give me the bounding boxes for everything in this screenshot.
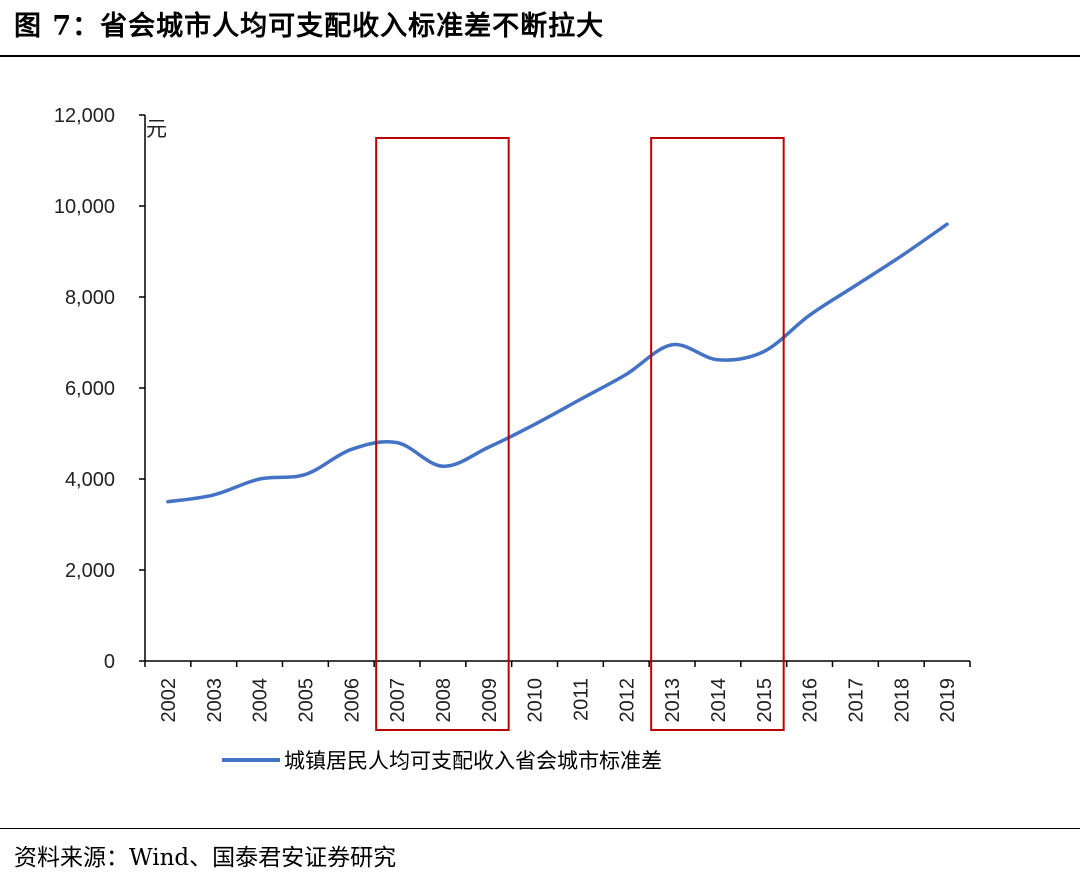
x-tick-label: 2013	[662, 678, 684, 723]
source-note: 资料来源：Wind、国泰君安证券研究	[14, 845, 397, 871]
x-tick-label: 2008	[433, 678, 455, 723]
y-tick-label: 8,000	[65, 287, 115, 309]
x-tick-label: 2004	[250, 678, 272, 723]
x-tick-label: 2007	[387, 678, 409, 723]
highlight-box	[650, 137, 785, 731]
x-tick-label: 2002	[158, 678, 180, 723]
title-rule	[0, 55, 1080, 57]
series-line	[166, 222, 949, 504]
x-tick-label: 2009	[479, 678, 501, 723]
y-tick-label: 0	[104, 651, 115, 673]
line-chart: 0 2,000 4,000 6,000 8,000 10,000 12,000 元 2002 20…	[54, 105, 971, 731]
source-rule	[0, 828, 1080, 829]
y-tick-label: 12,000	[54, 105, 115, 127]
x-tick-label: 2003	[204, 678, 226, 723]
x-tick-label: 2010	[525, 678, 547, 723]
x-tick-label: 2016	[800, 678, 822, 723]
x-tick-label: 2014	[708, 678, 730, 723]
x-tick-label: 2017	[845, 678, 867, 723]
highlight-box	[375, 137, 510, 731]
x-tick-label: 2012	[616, 678, 638, 723]
x-tick-label: 2006	[341, 678, 363, 723]
x-tick-label: 2005	[295, 678, 317, 723]
y-tick-label: 6,000	[65, 378, 115, 400]
x-tick-label: 2015	[754, 678, 776, 723]
x-tick-label: 2018	[891, 678, 913, 723]
legend: 城镇居民人均可支配收入省会城市标准差	[222, 745, 662, 775]
x-tick-label: 2019	[937, 678, 959, 723]
figure-title: 图 7：省会城市人均可支配收入标准差不断拉大	[14, 11, 605, 42]
y-tick-label: 4,000	[65, 469, 115, 491]
legend-swatch	[222, 758, 280, 762]
y-tick-label: 2,000	[65, 560, 115, 582]
x-tick-label: 2011	[570, 678, 592, 721]
y-tick-label: 10,000	[54, 196, 115, 218]
y-unit-label: 元	[146, 118, 167, 141]
legend-label: 城镇居民人均可支配收入省会城市标准差	[284, 749, 662, 773]
